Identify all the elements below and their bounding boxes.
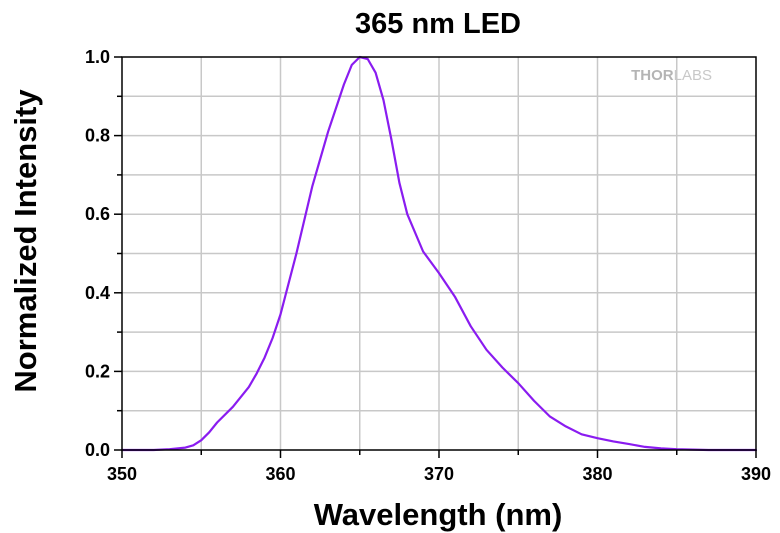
y-tick-label: 0.4 [85, 283, 110, 303]
x-tick-label: 390 [741, 464, 771, 484]
x-tick-label: 380 [582, 464, 612, 484]
y-tick-labels: 0.0 0.2 0.4 0.6 0.8 1.0 [85, 47, 110, 460]
thorlabs-logo: THORLABS [631, 67, 712, 84]
series-line [120, 55, 758, 452]
y-tick-label: 0.8 [85, 126, 110, 146]
grid [122, 57, 756, 450]
logo-text-light: LABS [674, 67, 712, 84]
x-tick-labels: 350 360 370 380 390 [107, 464, 771, 484]
x-tick-label: 370 [424, 464, 454, 484]
x-tick-label: 350 [107, 464, 137, 484]
y-tick-label: 1.0 [85, 47, 110, 67]
x-tick-label: 360 [265, 464, 295, 484]
axis-ticks [114, 56, 757, 458]
y-tick-label: 0.0 [85, 440, 110, 460]
y-axis-label: Normalized Intensity [8, 89, 43, 393]
y-tick-label: 0.2 [85, 361, 110, 381]
logo-text-bold: THOR [631, 67, 674, 84]
svg-text:THORLABS: THORLABS [631, 67, 712, 84]
y-tick-label: 0.6 [85, 204, 110, 224]
x-axis-label: Wavelength (nm) [314, 497, 563, 532]
chart-title: 365 nm LED [355, 8, 521, 40]
